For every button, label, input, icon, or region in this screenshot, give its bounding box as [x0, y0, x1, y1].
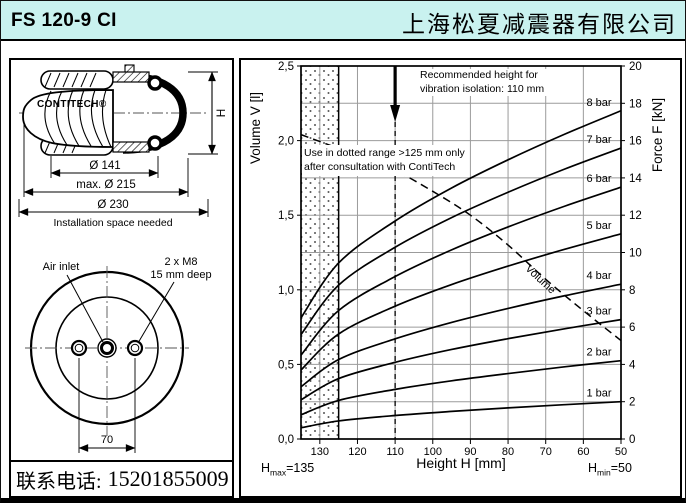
- volume-curve-label: Volume: [523, 263, 558, 297]
- x-tick-label: 100: [424, 446, 442, 458]
- bellows-surface-lines: [44, 89, 112, 148]
- phone-label: 联系电话:: [16, 470, 102, 493]
- bottom-bead-wire: [147, 135, 163, 151]
- bolt-label-line2: 15 mm deep: [150, 269, 211, 281]
- x-tick-label: 130: [311, 446, 329, 458]
- force-height-chart: 130 120 110 100 90 80 70 60 500,00,51,01,52,02,5…: [248, 61, 665, 471]
- hmin-label: Hmin=50: [588, 461, 632, 478]
- force-tick-label: 6: [629, 322, 635, 334]
- contitech-logo: CONTITECH®: [37, 99, 107, 110]
- dotted-range-note: Use in dotted range >125 mm only after c…: [302, 145, 469, 177]
- force-tick-label: 10: [629, 248, 642, 260]
- pressure-curve-4-bar: [300, 283, 622, 388]
- curve-label-7-bar: 7 bar: [587, 134, 612, 146]
- curve-label-6-bar: 6 bar: [587, 173, 612, 185]
- pressure-curve-1-bar: [300, 400, 622, 429]
- volume-tick-label: 2,5: [278, 61, 294, 73]
- volume-tick-label: 0,0: [278, 434, 294, 446]
- recommended-height-note: Recommended height for vibration isolati…: [417, 69, 548, 97]
- volume-tick-label: 1,5: [278, 210, 294, 222]
- bolt-leader: [137, 281, 175, 344]
- force-axis-title: Force F [kN]: [650, 98, 665, 172]
- top-bead: [40, 70, 114, 90]
- dim-230-label: Ø 230: [97, 199, 128, 211]
- x-tick-label: 90: [464, 446, 476, 458]
- bottom-plate: [112, 141, 150, 153]
- air-inlet-ring: [100, 341, 114, 355]
- recommended-note-line1: Recommended height for: [420, 69, 538, 81]
- x-tick-label: 60: [577, 446, 589, 458]
- volume-tick-label: 2,0: [278, 136, 294, 148]
- curve-label-2-bar: 2 bar: [587, 347, 612, 359]
- top-bead-wire: [147, 75, 163, 91]
- force-tick-label: 14: [629, 173, 642, 185]
- dim-141-label: Ø 141: [89, 160, 120, 172]
- dotted-note-line1: Use in dotted range >125 mm only: [304, 147, 465, 159]
- pressure-curve-8-bar: [300, 109, 622, 319]
- dotted-note-line2: after consultation with ContiTech: [304, 160, 456, 173]
- x-axis-title: Height H [mm]: [416, 455, 505, 471]
- top-plate: [112, 71, 150, 83]
- chart-panel: 130 120 110 100 90 80 70 60 50 0,0 0,5 1,0 1,5 2,0 2,5…: [239, 58, 682, 498]
- recommended-note-line2: vibration isolation: 110 mm: [420, 82, 545, 95]
- phone-number: 15201855009: [107, 466, 229, 491]
- air-inlet-leader: [66, 274, 104, 343]
- pressure-curve-2-bar: [300, 359, 622, 416]
- installation-space-note: Installation space needed: [53, 217, 172, 229]
- volume-tick-label: 0,5: [278, 359, 294, 371]
- force-tick-label: 0: [629, 434, 635, 446]
- air-inlet-label: Air inlet: [43, 261, 80, 273]
- contact-phone: 联系电话: 15201855009: [11, 460, 232, 496]
- header: FS 120-9 CI 上海松夏减震器有限公司: [1, 1, 685, 41]
- force-tick-label: 20: [629, 61, 642, 73]
- pressure-curve-7-bar: [300, 147, 622, 336]
- curve-label-4-bar: 4 bar: [587, 270, 612, 282]
- force-tick-label: 16: [629, 136, 642, 148]
- x-tick-label: 80: [502, 446, 514, 458]
- force-tick-label: 12: [629, 210, 642, 222]
- bellows-top-view-drawing: Air inlet 2 x M8 15 mm deep 70: [25, 256, 212, 453]
- bellows-side-view-drawing: CONTITECH® H Ø 141 max. Ø 215: [18, 64, 228, 229]
- dim-215-label: max. Ø 215: [76, 179, 135, 191]
- pressure-curve-6-bar: [300, 186, 622, 356]
- force-tick-label: 8: [629, 285, 635, 297]
- x-tick-label: 50: [615, 446, 627, 458]
- bolt-hole-right-inner: [130, 343, 140, 353]
- x-tick-label: 120: [348, 446, 366, 458]
- volume-tick-label: 1,0: [278, 285, 294, 297]
- pressure-curve-5-bar: [300, 233, 622, 371]
- h-dimension-label: H: [214, 109, 228, 118]
- force-tick-label: 4: [629, 359, 636, 371]
- dim-70-label: 70: [101, 434, 113, 446]
- recommended-height-arrowhead: [390, 105, 401, 122]
- company-name: 上海松夏减震器有限公司: [402, 12, 677, 37]
- part-number-title: FS 120-9 CI: [11, 10, 117, 31]
- curve-label-5-bar: 5 bar: [587, 220, 612, 232]
- bolt-label-line1: 2 x M8: [164, 256, 197, 268]
- pressure-curve-3-bar: [300, 318, 622, 401]
- curve-label-8-bar: 8 bar: [587, 97, 612, 109]
- volume-axis-title: Volume V [l]: [248, 92, 263, 164]
- hmax-label: Hmax=135: [261, 461, 315, 478]
- x-tick-label: 110: [386, 446, 404, 458]
- x-tick-label: 70: [540, 446, 552, 458]
- force-tick-label: 2: [629, 397, 635, 409]
- bolt-hole-left-inner: [74, 343, 84, 353]
- volume-curve: [300, 133, 622, 342]
- force-tick-label: 18: [629, 98, 642, 110]
- curve-label-3-bar: 3 bar: [587, 306, 612, 318]
- curve-label-1-bar: 1 bar: [587, 388, 612, 400]
- drawing-panel: CONTITECH® H Ø 141 max. Ø 215: [9, 58, 234, 498]
